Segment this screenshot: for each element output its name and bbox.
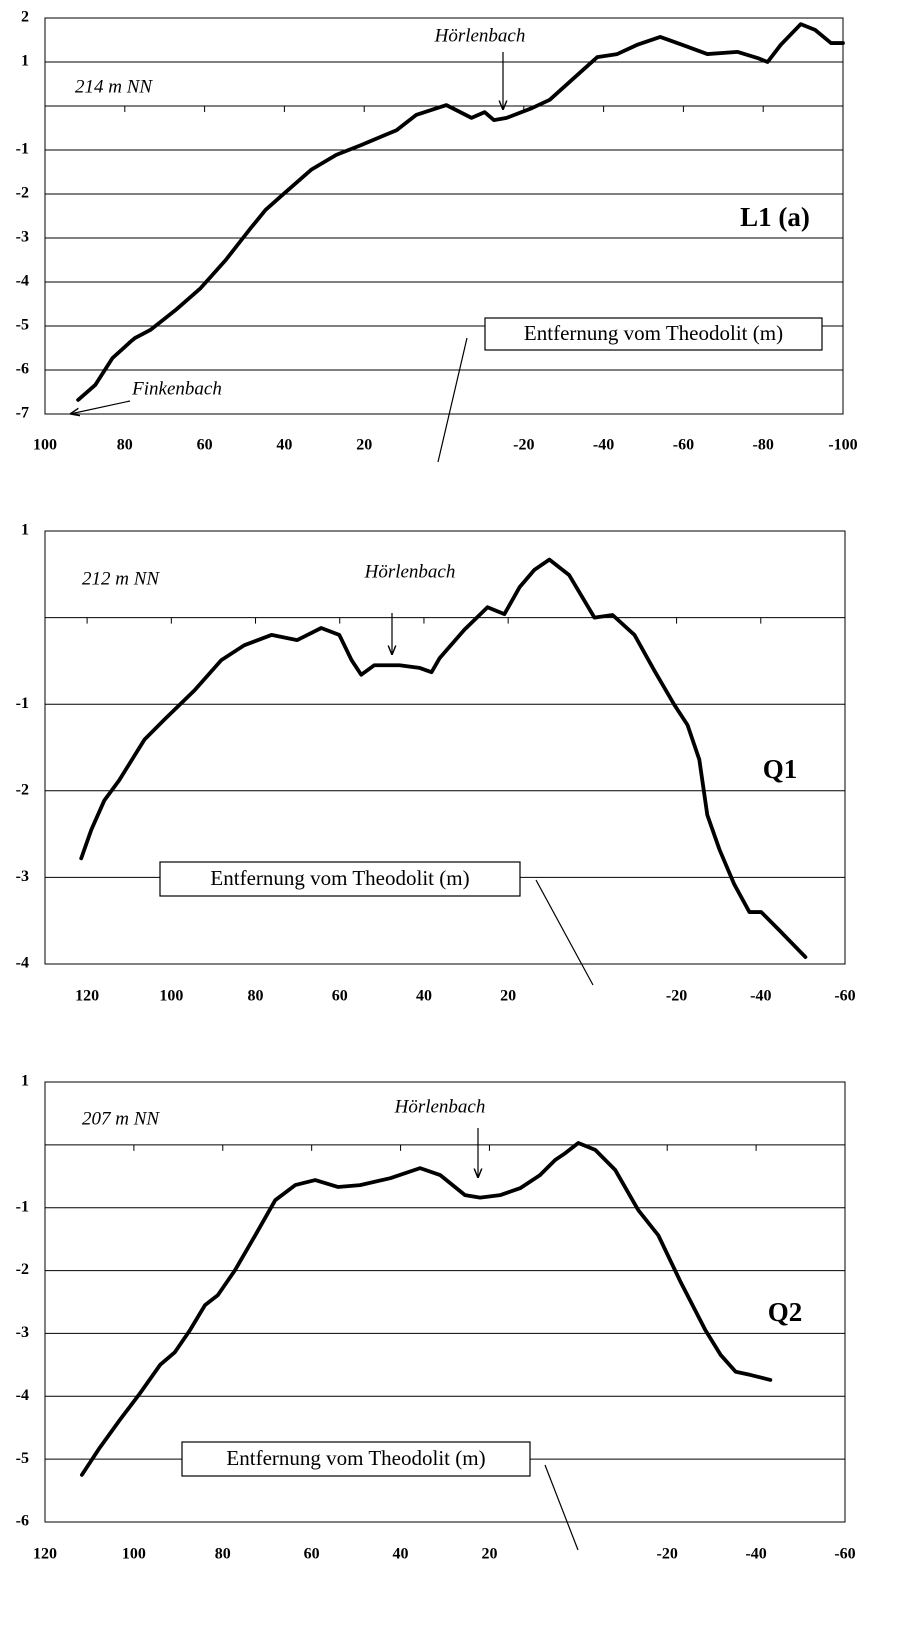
leader-line bbox=[544, 1464, 579, 1551]
x-tick-label: 120 bbox=[75, 988, 99, 1005]
plot-frame bbox=[44, 530, 846, 965]
x-tick-label: 60 bbox=[332, 988, 348, 1005]
x-tick-label: 60 bbox=[304, 1546, 320, 1563]
annotation: Hörlenbach bbox=[394, 1096, 486, 1117]
annotation: 212 m NN bbox=[82, 568, 160, 589]
annotation: 214 m NN bbox=[75, 76, 153, 97]
y-tick-label: -5 bbox=[16, 317, 29, 334]
x-tick-label: 40 bbox=[276, 437, 292, 454]
x-tick-label: 20 bbox=[356, 437, 372, 454]
y-tick-label: -2 bbox=[16, 185, 29, 202]
y-tick-label: -3 bbox=[16, 1324, 29, 1341]
annotation: 207 m NN bbox=[82, 1108, 160, 1129]
profile-line bbox=[79, 1141, 773, 1477]
x-tick-label: -60 bbox=[834, 988, 855, 1005]
y-tick-label: -5 bbox=[16, 1450, 29, 1467]
x-tick-label: 80 bbox=[248, 988, 264, 1005]
y-tick-label: -4 bbox=[16, 1387, 29, 1404]
arrow bbox=[70, 400, 131, 414]
x-tick-label: -20 bbox=[513, 437, 534, 454]
x-axis-label: Entfernung vom Theodolit (m) bbox=[524, 321, 783, 345]
x-tick-label: 120 bbox=[33, 1546, 57, 1563]
x-tick-label: -100 bbox=[828, 437, 857, 454]
y-tick-label: -6 bbox=[16, 1513, 29, 1530]
profile-line bbox=[76, 22, 845, 402]
y-tick-label: -4 bbox=[16, 955, 29, 972]
leader-line bbox=[535, 879, 594, 986]
leader-line bbox=[437, 337, 468, 463]
y-tick-label: -1 bbox=[16, 695, 29, 712]
y-tick-label: -1 bbox=[16, 1198, 29, 1215]
y-tick-label: -1 bbox=[16, 141, 29, 158]
x-tick-label: 60 bbox=[197, 437, 213, 454]
x-tick-label: 20 bbox=[500, 988, 516, 1005]
profile-line bbox=[79, 557, 808, 959]
x-tick-label: 40 bbox=[416, 988, 432, 1005]
x-axis-label: Entfernung vom Theodolit (m) bbox=[226, 1446, 485, 1470]
y-tick-label: 2 bbox=[21, 9, 29, 26]
x-tick-label: -20 bbox=[666, 988, 687, 1005]
plot-frame bbox=[44, 17, 844, 415]
chart-title: Q1 bbox=[763, 754, 798, 784]
annotation: Hörlenbach bbox=[364, 561, 456, 582]
x-tick-label: 100 bbox=[159, 988, 183, 1005]
label-box bbox=[159, 861, 521, 897]
x-tick-label: -40 bbox=[593, 437, 614, 454]
chart-title: L1 (a) bbox=[740, 202, 810, 232]
y-tick-label: -7 bbox=[16, 405, 29, 422]
x-tick-label: -20 bbox=[657, 1546, 678, 1563]
x-tick-label: 80 bbox=[215, 1546, 231, 1563]
y-tick-label: 1 bbox=[21, 522, 29, 539]
y-tick-label: 1 bbox=[21, 53, 29, 70]
y-tick-label: -2 bbox=[16, 1261, 29, 1278]
y-tick-label: -4 bbox=[16, 273, 29, 290]
x-tick-label: -40 bbox=[745, 1546, 766, 1563]
label-box bbox=[484, 317, 823, 351]
annotation: Hörlenbach bbox=[434, 25, 526, 46]
y-tick-label: 1 bbox=[21, 1073, 29, 1090]
x-tick-label: -60 bbox=[834, 1546, 855, 1563]
x-tick-label: -40 bbox=[750, 988, 771, 1005]
x-tick-label: -80 bbox=[753, 437, 774, 454]
x-tick-label: 80 bbox=[117, 437, 133, 454]
x-tick-label: 20 bbox=[481, 1546, 497, 1563]
x-tick-label: 40 bbox=[393, 1546, 409, 1563]
y-tick-label: -6 bbox=[16, 361, 29, 378]
x-tick-label: 100 bbox=[122, 1546, 146, 1563]
x-axis-label: Entfernung vom Theodolit (m) bbox=[210, 866, 469, 890]
y-tick-label: -3 bbox=[16, 868, 29, 885]
label-box bbox=[181, 1441, 531, 1477]
chart-title: Q2 bbox=[768, 1297, 803, 1327]
annotation: Finkenbach bbox=[131, 378, 222, 399]
x-tick-label: 100 bbox=[33, 437, 57, 454]
y-tick-label: -2 bbox=[16, 781, 29, 798]
x-tick-label: -60 bbox=[673, 437, 694, 454]
y-tick-label: -3 bbox=[16, 229, 29, 246]
